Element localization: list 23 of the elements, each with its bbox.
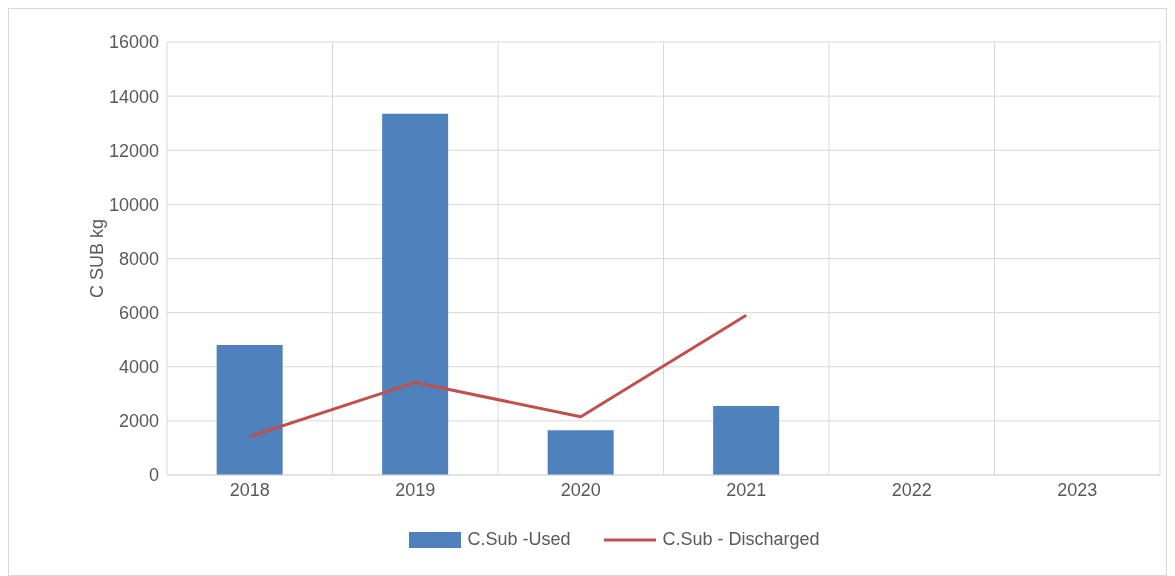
bar xyxy=(382,113,449,475)
y-tick-label: 6000 xyxy=(118,303,159,324)
y-tick-label: 16000 xyxy=(108,32,159,53)
y-tick-label: 0 xyxy=(148,465,159,486)
y-tick-label: 4000 xyxy=(118,357,159,378)
y-tick-label: 10000 xyxy=(108,194,159,215)
y-tick-label: 2000 xyxy=(118,411,159,432)
bar xyxy=(547,430,614,475)
x-tick-label: 2023 xyxy=(1057,479,1098,500)
bar xyxy=(216,345,283,475)
y-axis-title: C SUB kg xyxy=(87,218,108,299)
y-tick-label: 8000 xyxy=(118,248,159,269)
x-tick-label: 2020 xyxy=(560,479,601,500)
y-tick-label: 14000 xyxy=(108,86,159,107)
bar xyxy=(713,405,780,475)
x-tick-label: 2018 xyxy=(229,479,270,500)
legend-label: C.Sub - Discharged xyxy=(662,529,820,550)
x-tick-label: 2022 xyxy=(891,479,932,500)
line-series xyxy=(248,313,748,439)
legend-label: C.Sub -Used xyxy=(467,529,571,550)
y-tick-label: 12000 xyxy=(108,140,159,161)
x-tick-label: 2021 xyxy=(726,479,767,500)
x-tick-label: 2019 xyxy=(395,479,436,500)
